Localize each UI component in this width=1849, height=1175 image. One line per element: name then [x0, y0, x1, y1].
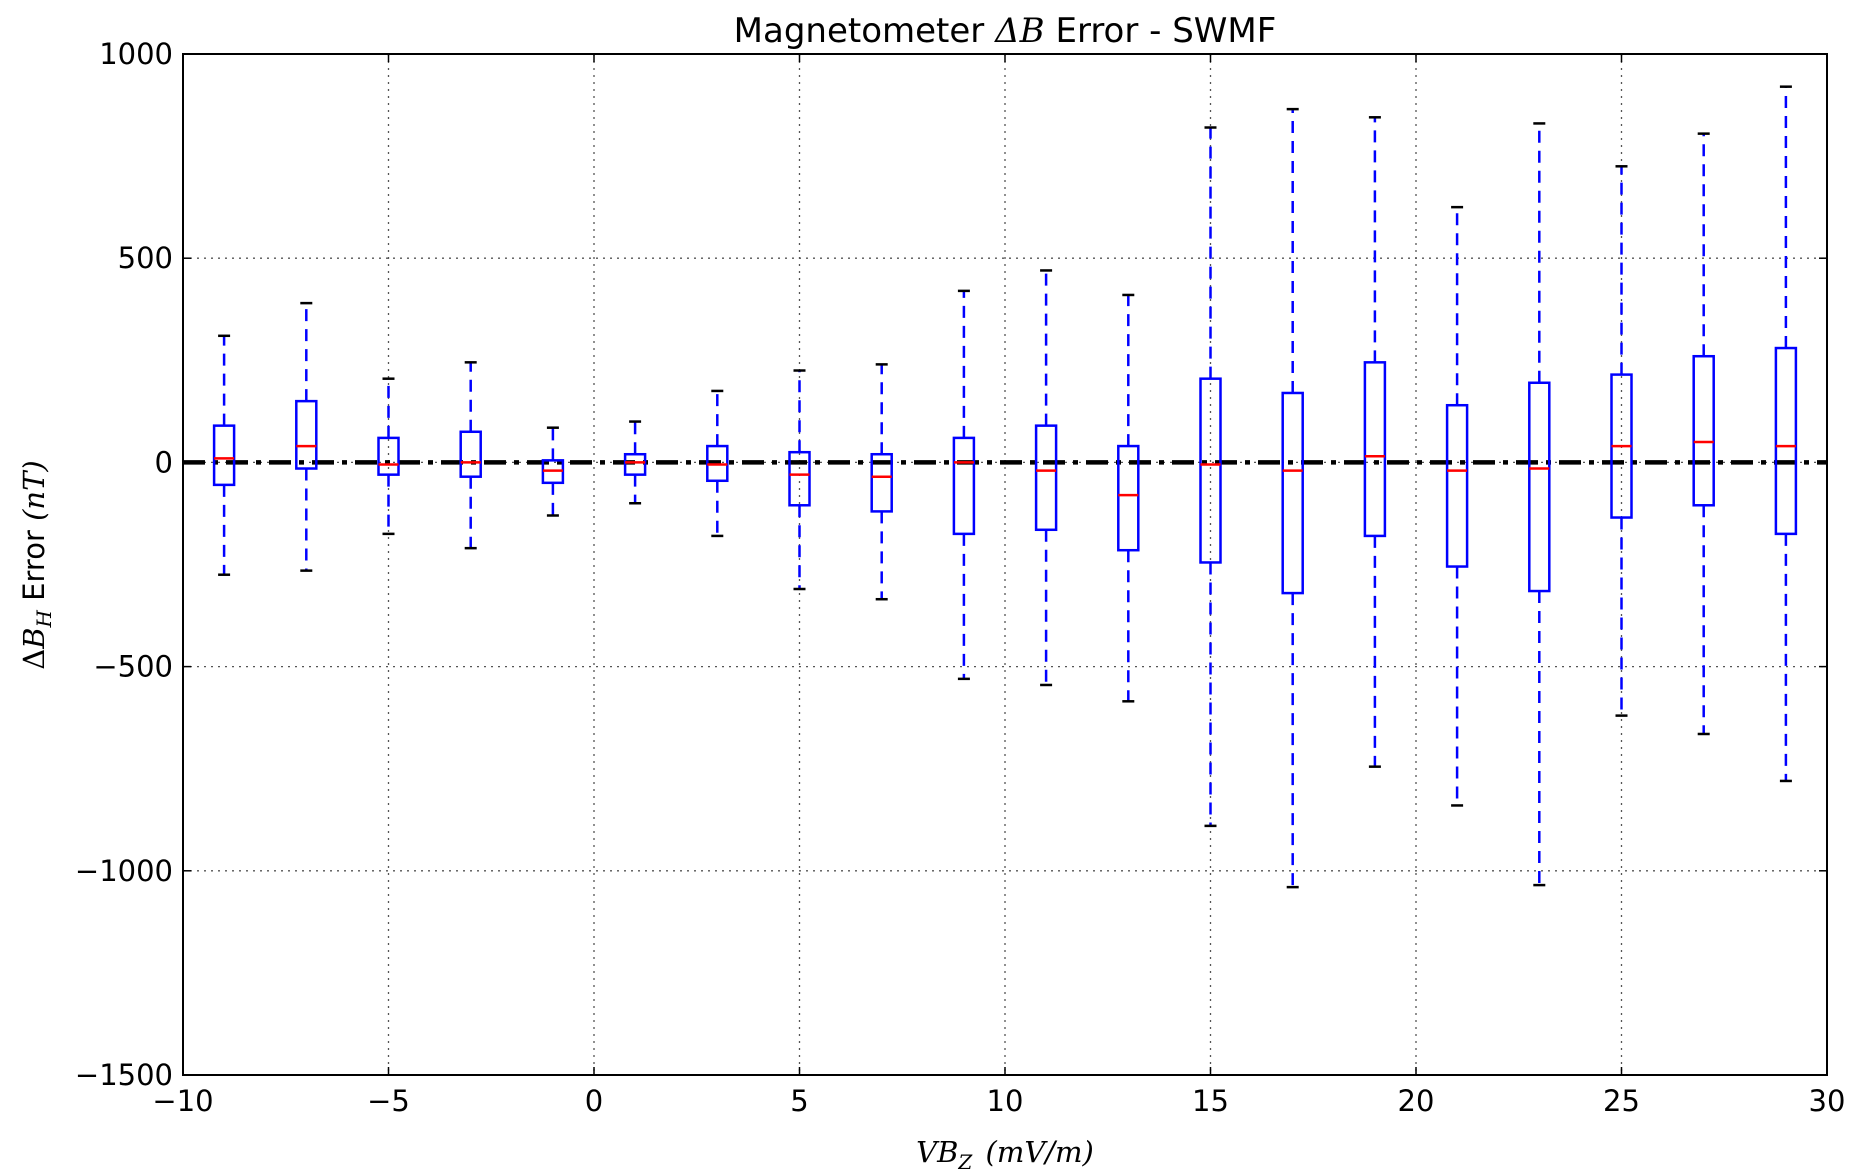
- y-tick-label: 0: [155, 445, 173, 479]
- iqr-box: [788, 450, 811, 507]
- iqr-box: [212, 424, 236, 487]
- box-plot-group: [212, 334, 236, 576]
- iqr-box: [1117, 444, 1140, 552]
- y-tick-label: 1000: [99, 37, 173, 71]
- box-plot-group: [1281, 107, 1304, 889]
- iqr-box: [1199, 377, 1222, 564]
- x-tick-label: 20: [1398, 1084, 1435, 1118]
- box-series: [212, 85, 1798, 889]
- x-tick-label: 15: [1192, 1084, 1229, 1118]
- box-plot-group: [1199, 126, 1222, 828]
- box-plot-group: [706, 389, 729, 538]
- box-plot-group: [459, 361, 482, 550]
- x-tick-label: 30: [1809, 1084, 1846, 1118]
- x-tick-label: 10: [987, 1084, 1024, 1118]
- box-plot-group: [377, 377, 400, 536]
- iqr-box: [459, 430, 482, 478]
- iqr-box: [952, 436, 976, 536]
- iqr-box: [295, 399, 318, 470]
- x-tick-label: 5: [790, 1084, 808, 1118]
- box-plot-group: [1117, 293, 1140, 703]
- axis-ticks: −10 −5 0 5 10 15 20 25 30 −1500 −1000 −500 0 500 1000: [75, 37, 1846, 1118]
- y-axis-label: ΔBH Error (nT): [17, 460, 56, 670]
- y-tick-label: −1000: [75, 854, 173, 888]
- box-plot-group: [1692, 132, 1715, 736]
- chart-title: Magnetometer ΔB Error - SWMF: [734, 11, 1277, 51]
- iqr-box: [623, 452, 647, 476]
- iqr-box: [1692, 354, 1715, 507]
- box-plot-group: [1445, 205, 1469, 807]
- iqr-box: [1528, 381, 1551, 593]
- box-plot-group: [1774, 85, 1798, 783]
- box-plot-group: [541, 426, 565, 517]
- iqr-box: [1034, 424, 1058, 532]
- iqr-box: [377, 436, 400, 476]
- x-tick-label: 0: [585, 1084, 603, 1118]
- x-tick-label: −10: [152, 1084, 213, 1118]
- box-plot-group: [623, 420, 647, 505]
- x-tick-label: −5: [367, 1084, 410, 1118]
- y-tick-label: −1500: [75, 1058, 173, 1092]
- x-tick-label: 25: [1603, 1084, 1640, 1118]
- box-plot-group: [952, 289, 976, 681]
- box-plot-group: [1034, 269, 1058, 687]
- iqr-box: [870, 452, 893, 513]
- box-plot-group: [295, 301, 318, 572]
- box-plot-group: [788, 369, 811, 591]
- iqr-box: [1774, 346, 1798, 536]
- box-plot-group: [1610, 165, 1633, 717]
- box-plot-group: [1363, 116, 1387, 768]
- y-tick-label: 500: [118, 241, 173, 275]
- iqr-box: [1445, 403, 1469, 568]
- x-axis-label: VBZ (mV/m): [916, 1135, 1094, 1174]
- box-plot-group: [1528, 122, 1551, 887]
- box-plot-group: [870, 363, 893, 601]
- iqr-box: [1363, 361, 1387, 538]
- iqr-box: [1281, 391, 1304, 595]
- y-tick-label: −500: [93, 650, 173, 684]
